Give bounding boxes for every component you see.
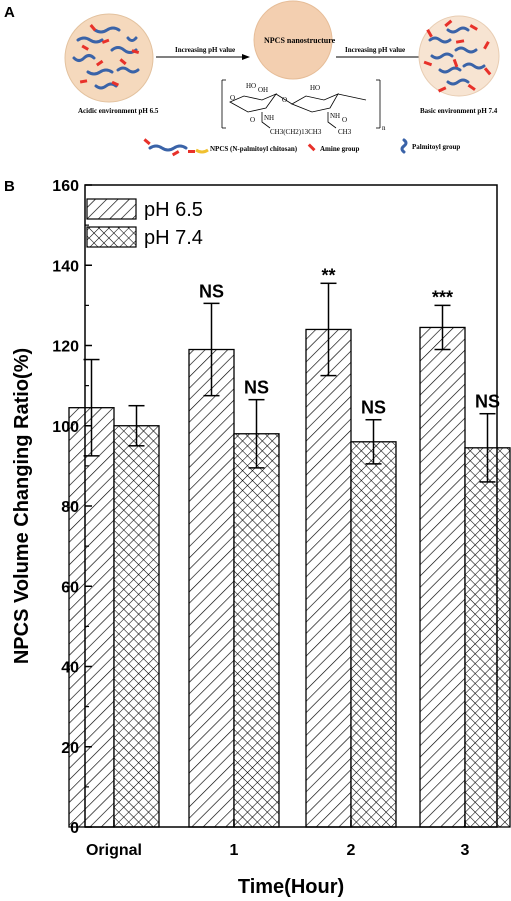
panel-a: A Ac — [4, 0, 500, 157]
basic-caption: Basic environment pH 7.4 — [420, 107, 498, 115]
chem-label-n: n — [382, 124, 386, 132]
chitosan-structure — [221, 79, 381, 129]
arrow-left-label: Increasing pH value — [175, 46, 235, 54]
x-tick-label: 3 — [461, 842, 470, 859]
bar-ph65 — [305, 328, 352, 828]
y-tick-label: 120 — [52, 339, 79, 356]
acidic-nanoparticle-illustration: Acidic environment pH 6.5 — [64, 13, 159, 115]
legend-swatch-ph65 — [86, 198, 137, 220]
chem-label-oh-1: OH — [258, 86, 268, 94]
bars-layer — [68, 326, 511, 828]
arrow-to-nanostructure: Increasing pH value — [156, 46, 250, 60]
significance-label: NS — [199, 281, 224, 301]
chem-label-nh-2: NH — [330, 112, 340, 120]
chem-label-o-2: O — [282, 96, 287, 104]
chem-label-o-4: O — [342, 116, 347, 124]
significance-label: ** — [321, 265, 335, 285]
basic-nanoparticle-illustration: Basic environment pH 7.4 — [418, 15, 500, 115]
center-label: NPCS nanostructure — [264, 36, 336, 45]
legend-swatch-ph74 — [86, 226, 137, 248]
y-tick-label: 100 — [52, 419, 79, 436]
chem-label-nh-1: NH — [264, 114, 274, 122]
bar-ph74 — [464, 447, 511, 828]
chem-label-o-1: O — [230, 94, 235, 102]
y-tick-label: 40 — [61, 660, 79, 677]
y-tick-label: 20 — [61, 740, 79, 757]
significance-label: NS — [475, 392, 500, 412]
y-tick-label: 160 — [52, 178, 79, 195]
x-axis-title: Time(Hour) — [238, 876, 344, 898]
amine-legend-swatch — [307, 143, 316, 152]
x-tick-label: Orignal — [86, 842, 142, 859]
acidic-caption: Acidic environment pH 6.5 — [78, 107, 159, 115]
significance-label: NS — [244, 378, 269, 398]
y-axis-title: NPCS Volume Changing Ratio(%) — [11, 348, 33, 664]
x-axis-ticks: Orignal 1 2 3 — [86, 820, 470, 859]
legend-label-ph65: pH 6.5 — [144, 199, 203, 221]
panel-a-label: A — [4, 4, 15, 21]
chem-label-ch3: CH3 — [338, 128, 352, 136]
arrow-to-basic: Increasing pH value — [336, 46, 428, 60]
bar-ph74 — [233, 433, 280, 828]
chem-label-chain: CH3(CH2)13CH3 — [270, 128, 322, 136]
bar-ph65 — [68, 407, 115, 828]
legend-label-ph74: pH 7.4 — [144, 227, 203, 249]
y-tick-label: 80 — [61, 499, 79, 516]
bar-ph74 — [350, 441, 397, 828]
legend-npcs-label: NPCS (N-palmitoyl chitosan) — [210, 145, 298, 153]
nanostructure-illustration: NPCS nanostructure — [253, 0, 336, 80]
y-axis-ticks: 0 20 40 60 80 100 120 140 160 — [52, 178, 92, 837]
panel-b-label: B — [4, 178, 15, 195]
y-tick-label: 0 — [70, 820, 79, 837]
npcs-legend-swatch — [143, 138, 209, 157]
bar-ph74 — [113, 425, 160, 828]
bar-chart: NS NS ** NS *** NS 0 20 40 60 80 100 120 140 160 Orig… — [11, 178, 511, 898]
y-tick-label: 140 — [52, 258, 79, 275]
arrow-right-label: Increasing pH value — [345, 46, 405, 54]
error-bars-layer — [83, 282, 496, 483]
chem-label-ho-1: HO — [246, 82, 256, 90]
palmitoyl-legend-swatch — [400, 138, 408, 154]
chem-label-ho-2: HO — [310, 84, 320, 92]
chem-label-o-3: O — [250, 116, 255, 124]
x-tick-label: 1 — [230, 842, 239, 859]
panel-b: B NS NS ** NS *** NS 0 20 40 60 80 100 120 140 160 Or… — [4, 178, 511, 898]
bar-ph65 — [419, 326, 466, 828]
bar-ph65 — [188, 348, 235, 828]
y-tick-label: 60 — [61, 579, 79, 596]
chart-legend: pH 6.5 pH 7.4 — [86, 198, 203, 249]
significance-label: NS — [361, 398, 386, 418]
x-tick-label: 2 — [347, 842, 356, 859]
significance-label: *** — [432, 287, 453, 307]
schematic-legend: NPCS (N-palmitoyl chitosan) Amine group … — [143, 138, 460, 157]
legend-palmitoyl-label: Palmitoyl group — [412, 143, 460, 151]
significance-labels-layer: NS NS ** NS *** NS — [199, 265, 500, 417]
legend-amine-label: Amine group — [320, 145, 359, 153]
